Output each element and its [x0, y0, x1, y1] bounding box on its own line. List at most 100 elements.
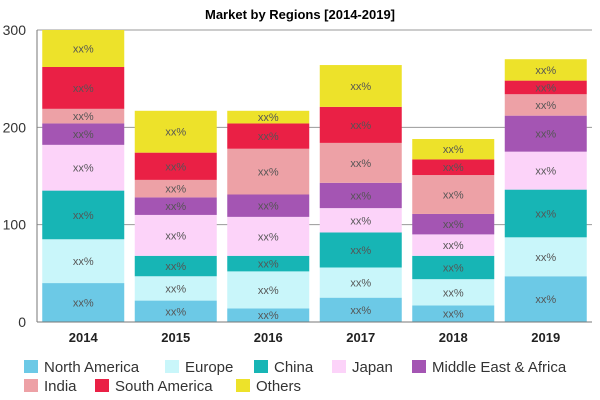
bar-segment	[134, 197, 217, 215]
bar-stack-2018: xx% xx% xx% xx% xx% xx% xx% xx%	[412, 139, 495, 322]
data-label: xx%	[350, 81, 371, 93]
legend-label: India	[44, 378, 77, 395]
y-tick-labels: 0 100 200 300	[3, 22, 27, 330]
legend: North America Europe China Japan Middle East…	[24, 359, 567, 395]
bar-segment	[227, 110, 310, 124]
data-label: xx%	[73, 256, 94, 268]
data-label: xx%	[350, 305, 371, 317]
x-tick-labels: 2014 2015 2016 2017 2018 2019	[69, 330, 560, 345]
bar-segment	[134, 276, 217, 301]
data-label: xx%	[165, 161, 186, 173]
data-label: xx%	[443, 162, 464, 174]
x-tick-label: 2015	[161, 330, 190, 345]
bar-segment	[134, 179, 217, 198]
bar-segment	[319, 208, 402, 233]
x-tick-label: 2014	[69, 330, 99, 345]
bar-segment	[42, 239, 125, 284]
legend-item: North America	[24, 359, 140, 376]
bar-segment	[504, 189, 587, 238]
data-label: xx%	[258, 231, 279, 243]
legend-swatch	[95, 379, 109, 392]
bar-segment	[412, 255, 495, 280]
bar-segment	[319, 182, 402, 209]
data-label: xx%	[165, 283, 186, 295]
data-label: xx%	[443, 219, 464, 231]
bar-segment	[42, 30, 125, 67]
x-tick-label: 2019	[531, 330, 560, 345]
data-label: xx%	[73, 210, 94, 222]
data-label: xx%	[258, 201, 279, 213]
bar-segment	[319, 232, 402, 268]
data-label: xx%	[350, 215, 371, 227]
legend-swatch	[332, 360, 346, 373]
data-label: xx%	[535, 294, 556, 306]
bar-segment	[412, 234, 495, 256]
bars: xx% xx% xx% xx% xx% xx% xx% xx% xx% xx% xx% xx% xx% x…	[42, 30, 587, 322]
axes	[36, 30, 592, 323]
data-label: xx%	[165, 306, 186, 318]
data-label: xx%	[535, 129, 556, 141]
bar-stack-2017: xx% xx% xx% xx% xx% xx% xx% xx%	[319, 65, 402, 322]
bar-segment	[412, 213, 495, 235]
data-label: xx%	[350, 278, 371, 290]
data-label: xx%	[73, 298, 94, 310]
bar-segment	[412, 175, 495, 214]
data-label: xx%	[535, 252, 556, 264]
data-label: xx%	[443, 287, 464, 299]
data-label: xx%	[258, 167, 279, 179]
data-label: xx%	[73, 83, 94, 95]
bar-segment	[412, 139, 495, 160]
data-label: xx%	[165, 230, 186, 242]
bar-segment	[412, 305, 495, 322]
bar-segment	[412, 159, 495, 176]
legend-label: Middle East & Africa	[432, 359, 567, 376]
y-tick-label: 100	[3, 217, 27, 233]
y-tick-label: 200	[3, 119, 27, 135]
x-tick-label: 2018	[439, 330, 468, 345]
data-label: xx%	[165, 201, 186, 213]
data-label: xx%	[535, 65, 556, 77]
grid-lines	[37, 29, 592, 226]
bar-segment	[134, 255, 217, 277]
bar-segment	[412, 279, 495, 306]
bar-segment	[319, 106, 402, 143]
x-tick-label: 2016	[254, 330, 283, 345]
data-label: xx%	[350, 190, 371, 202]
legend-label: China	[274, 359, 314, 376]
x-tick-label: 2017	[346, 330, 375, 345]
bar-segment	[42, 66, 125, 109]
data-label: xx%	[350, 120, 371, 132]
legend-label: Europe	[185, 359, 233, 376]
data-label: xx%	[443, 240, 464, 252]
legend-label: South America	[115, 378, 213, 395]
bar-stack-2014: xx% xx% xx% xx% xx% xx% xx% xx%	[42, 30, 125, 322]
bar-segment	[504, 59, 587, 81]
data-label: xx%	[165, 127, 186, 139]
bar-segment	[227, 194, 310, 217]
data-label: xx%	[73, 163, 94, 175]
bar-stack-2016: xx% xx% xx% xx% xx% xx% xx% xx%	[227, 110, 310, 322]
legend-item: Europe	[165, 359, 233, 376]
legend-item: China	[254, 359, 314, 376]
legend-item: Japan	[332, 359, 393, 376]
bar-segment	[42, 190, 125, 240]
bar-segment	[504, 94, 587, 116]
legend-item: India	[24, 378, 77, 395]
bar-segment	[504, 276, 587, 322]
legend-label: Japan	[352, 359, 393, 376]
bar-segment	[134, 110, 217, 153]
bar-stack-2015: xx% xx% xx% xx% xx% xx% xx% xx%	[134, 110, 217, 322]
bar-segment	[504, 237, 587, 277]
data-label: xx%	[443, 144, 464, 156]
data-label: xx%	[73, 43, 94, 55]
data-label: xx%	[443, 262, 464, 274]
data-label: xx%	[535, 82, 556, 94]
bar-segment	[227, 271, 310, 309]
legend-swatch	[254, 360, 268, 373]
bar-segment	[134, 214, 217, 256]
data-label: xx%	[73, 129, 94, 141]
bar-segment	[319, 267, 402, 298]
bar-segment	[42, 123, 125, 145]
data-label: xx%	[165, 261, 186, 273]
